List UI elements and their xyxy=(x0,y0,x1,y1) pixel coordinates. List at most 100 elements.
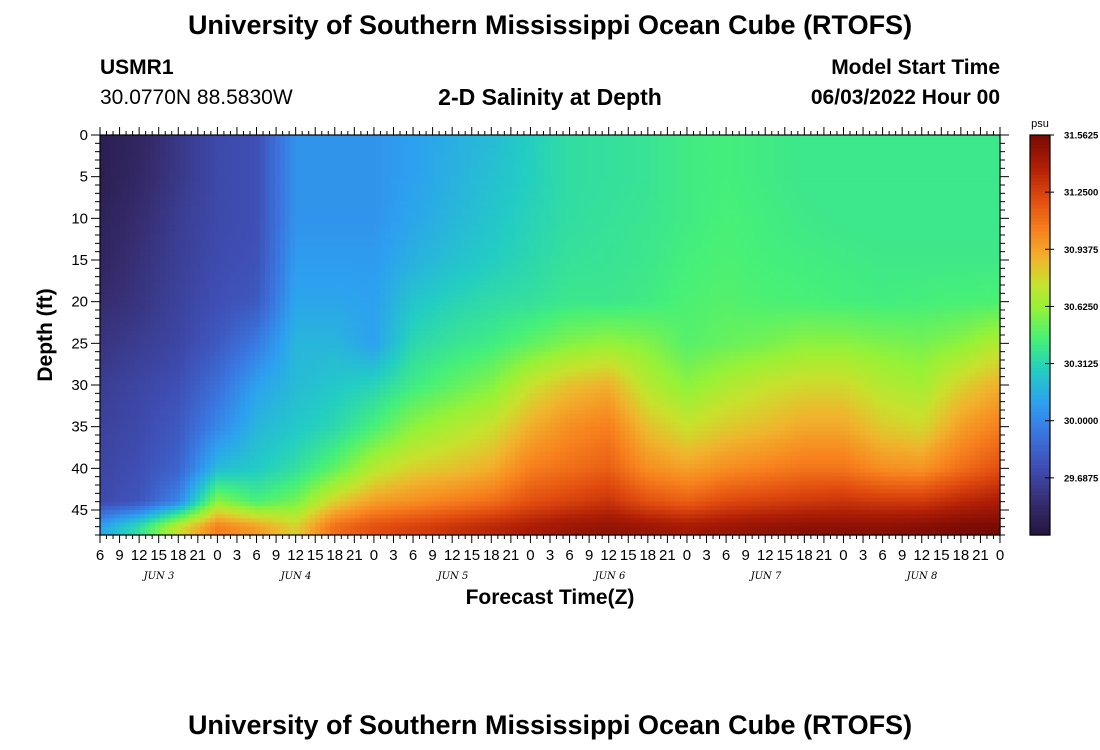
heatmap-cell xyxy=(200,193,206,199)
heatmap-cell xyxy=(310,210,316,215)
heatmap-cell xyxy=(300,139,306,144)
heatmap-cell xyxy=(280,214,286,219)
heatmap-cell xyxy=(415,193,421,199)
heatmap-cell xyxy=(310,168,316,174)
heatmap-cell xyxy=(880,230,886,236)
heatmap-cell xyxy=(270,210,276,215)
heatmap-cell xyxy=(935,210,941,215)
heatmap-cell xyxy=(195,147,201,153)
heatmap-cell xyxy=(855,243,861,249)
heatmap-cell xyxy=(630,147,636,153)
heatmap-cell xyxy=(160,164,166,169)
heatmap-cell xyxy=(735,205,741,211)
heatmap-cell xyxy=(825,193,831,199)
heatmap-cell xyxy=(145,160,151,165)
heatmap-cell xyxy=(105,143,111,149)
heatmap-cell xyxy=(200,172,206,178)
heatmap-cell xyxy=(540,218,546,224)
heatmap-cell xyxy=(185,176,191,182)
heatmap-cell xyxy=(450,189,456,194)
heatmap-cell xyxy=(530,201,536,207)
heatmap-cell xyxy=(750,172,756,178)
heatmap-cell xyxy=(270,172,276,178)
heatmap-cell xyxy=(435,143,441,149)
heatmap-cell xyxy=(865,155,871,161)
heatmap-cell xyxy=(950,160,956,165)
heatmap-cell xyxy=(225,151,231,157)
heatmap-cell xyxy=(885,151,891,157)
heatmap-cell xyxy=(805,172,811,178)
heatmap-cell xyxy=(545,155,551,161)
heatmap-cell xyxy=(990,176,996,182)
heatmap-cell xyxy=(430,235,436,240)
heatmap-cell xyxy=(885,135,891,140)
heatmap-cell xyxy=(435,139,441,144)
heatmap-cell xyxy=(960,197,966,203)
heatmap-cell xyxy=(915,239,921,244)
heatmap-cell xyxy=(720,168,726,174)
heatmap-cell xyxy=(495,247,501,253)
heatmap-cell xyxy=(480,214,486,219)
heatmap-cell xyxy=(350,201,356,207)
heatmap-cell xyxy=(495,143,501,149)
heatmap-cell xyxy=(425,243,431,249)
heatmap-cell xyxy=(320,230,326,236)
heatmap-cell xyxy=(555,176,561,182)
heatmap-cell xyxy=(715,172,721,178)
heatmap-cell xyxy=(395,226,401,232)
heatmap-cell xyxy=(260,139,266,144)
heatmap-cell xyxy=(890,155,896,161)
heatmap-cell xyxy=(105,243,111,249)
heatmap-cell xyxy=(375,189,381,194)
heatmap-cell xyxy=(820,235,826,240)
heatmap-cell xyxy=(465,143,471,149)
heatmap-cell xyxy=(245,210,251,215)
heatmap-cell xyxy=(495,193,501,199)
heatmap-cell xyxy=(340,205,346,211)
heatmap-cell xyxy=(340,176,346,182)
heatmap-cell xyxy=(855,160,861,165)
heatmap-cell xyxy=(545,139,551,144)
heatmap-cell xyxy=(540,230,546,236)
heatmap-cell xyxy=(495,189,501,194)
heatmap-cell xyxy=(115,155,121,161)
heatmap-cell xyxy=(230,222,236,228)
heatmap-cell xyxy=(285,205,291,211)
heatmap-cell xyxy=(830,214,836,219)
heatmap-cell xyxy=(925,189,931,194)
heatmap-cell xyxy=(880,235,886,240)
heatmap-cell xyxy=(435,180,441,186)
heatmap-cell xyxy=(795,185,801,190)
heatmap-cell xyxy=(280,180,286,186)
heatmap-cell xyxy=(110,172,116,178)
heatmap-cell xyxy=(335,235,341,240)
heatmap-cell xyxy=(345,139,351,144)
heatmap-cell xyxy=(235,197,241,203)
heatmap-cell xyxy=(935,193,941,199)
heatmap-cell xyxy=(900,185,906,190)
heatmap-cell xyxy=(820,222,826,228)
heatmap-cell xyxy=(720,176,726,182)
heatmap-cell xyxy=(235,172,241,178)
heatmap-cell xyxy=(700,205,706,211)
heatmap-cell xyxy=(785,222,791,228)
heatmap-cell xyxy=(710,197,716,203)
heatmap-cell xyxy=(200,160,206,165)
heatmap-cell xyxy=(815,201,821,207)
heatmap-cell xyxy=(315,135,321,140)
heatmap-cell xyxy=(695,222,701,228)
heatmap-cell xyxy=(115,160,121,165)
heatmap-cell xyxy=(195,247,201,253)
heatmap-cell xyxy=(375,201,381,207)
heatmap-cell xyxy=(685,239,691,244)
heatmap-cell xyxy=(260,180,266,186)
heatmap-cell xyxy=(370,147,376,153)
heatmap-cell xyxy=(725,164,731,169)
heatmap-cell xyxy=(560,201,566,207)
heatmap-cell xyxy=(975,172,981,178)
heatmap-cell xyxy=(230,226,236,232)
heatmap-cell xyxy=(415,189,421,194)
heatmap-cell xyxy=(370,205,376,211)
heatmap-cell xyxy=(275,201,281,207)
heatmap-cell xyxy=(115,243,121,249)
